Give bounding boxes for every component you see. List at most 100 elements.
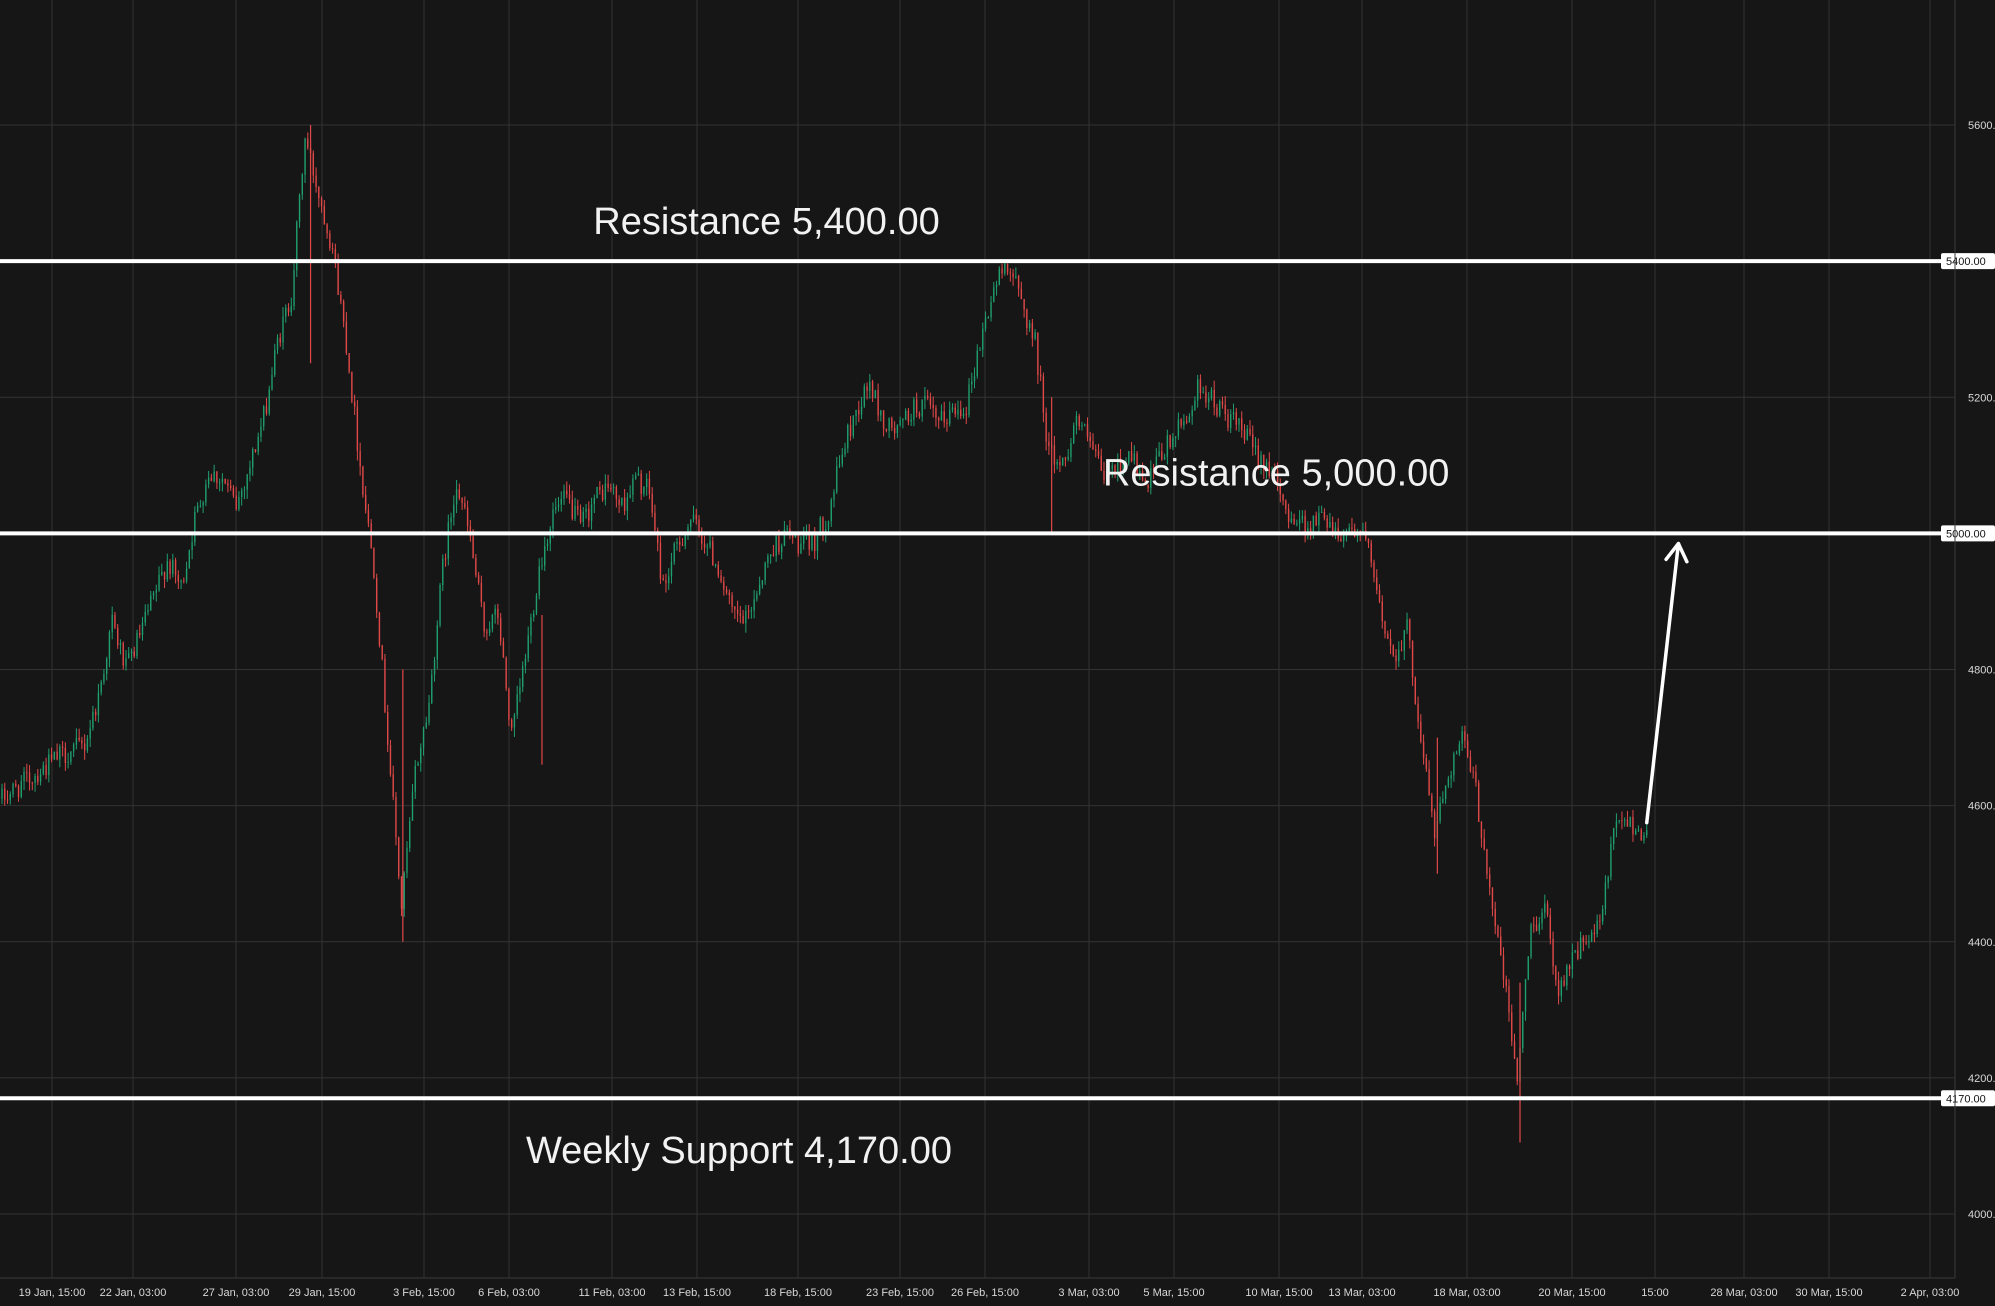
candle <box>1632 809 1634 842</box>
candle <box>221 473 224 492</box>
candle <box>260 417 262 443</box>
candle <box>1180 418 1182 429</box>
candle-body <box>574 505 576 519</box>
candle <box>656 527 659 552</box>
candle-body <box>70 751 72 763</box>
candle <box>1541 908 1543 930</box>
candle-body <box>31 782 34 784</box>
candle <box>1254 437 1257 456</box>
candle-body <box>662 578 664 581</box>
candle <box>477 571 480 585</box>
candle-body <box>1067 456 1069 460</box>
candle-body <box>637 473 640 476</box>
candle <box>111 606 113 640</box>
candle-body <box>1265 461 1268 471</box>
candle-body <box>899 419 901 426</box>
candle-body <box>1621 820 1623 822</box>
candle-body <box>626 497 629 511</box>
x-tick-label: 23 Feb, 15:00 <box>866 1287 934 1299</box>
candle-body <box>139 632 141 636</box>
candle <box>323 199 326 225</box>
candle <box>1139 464 1141 480</box>
candle <box>907 408 910 426</box>
candle-body <box>1194 400 1196 410</box>
candle-body <box>1522 1011 1524 1048</box>
candle-body <box>1279 483 1282 495</box>
candle <box>442 554 444 592</box>
candle-body <box>957 409 959 415</box>
candle <box>582 507 585 527</box>
candle-body <box>712 541 714 565</box>
candle-body <box>756 594 758 600</box>
candle-body <box>414 765 416 792</box>
candle <box>951 403 954 413</box>
candle <box>265 397 268 416</box>
candle <box>1274 463 1276 473</box>
candle-body <box>607 483 609 488</box>
candle <box>615 484 618 508</box>
candle <box>1577 941 1579 961</box>
candle-body <box>1056 462 1058 465</box>
candle-body <box>615 487 618 500</box>
candle-body <box>67 762 69 764</box>
candle-body <box>108 632 111 659</box>
candle-body <box>1210 389 1213 399</box>
candle <box>455 480 458 514</box>
candle <box>235 486 237 511</box>
candle <box>356 400 359 461</box>
candle <box>1296 519 1298 527</box>
candle-body <box>1472 771 1474 773</box>
candle-body <box>1483 838 1485 850</box>
candle-body <box>301 174 303 195</box>
candle-body <box>819 517 821 535</box>
candle-body <box>453 504 455 518</box>
candle <box>1089 431 1091 448</box>
candle-body <box>1326 518 1328 528</box>
candle <box>329 230 331 251</box>
candle <box>665 573 667 593</box>
candle-body <box>687 526 689 535</box>
candle <box>1599 914 1601 930</box>
candle-body <box>1334 527 1337 532</box>
candle <box>207 470 210 489</box>
candle <box>89 719 91 747</box>
candle-body <box>1169 435 1171 448</box>
candle-body <box>1296 523 1298 525</box>
candle-body <box>147 610 149 612</box>
candle-body <box>1260 454 1262 466</box>
candle-body <box>1450 775 1452 779</box>
candle-body <box>1232 412 1235 415</box>
candle-body <box>830 499 832 522</box>
candle <box>1640 827 1642 841</box>
candle-body <box>530 617 532 636</box>
candle <box>1210 387 1213 401</box>
candle <box>359 442 361 476</box>
candle <box>50 747 53 763</box>
candle <box>1205 385 1207 408</box>
candle-body <box>141 622 144 636</box>
candle-body <box>951 407 954 410</box>
candle <box>1282 493 1284 506</box>
candle <box>1502 947 1505 988</box>
candle <box>331 242 334 254</box>
candle-body <box>1585 942 1587 944</box>
candle <box>271 367 273 391</box>
candle <box>516 685 518 719</box>
candle-body <box>1590 932 1593 942</box>
candle <box>789 520 791 540</box>
candle-body <box>1276 471 1279 484</box>
candle-body <box>1546 903 1549 915</box>
candle <box>946 418 948 432</box>
candle-body <box>645 478 648 488</box>
candle-body <box>786 528 788 530</box>
candle <box>59 744 61 768</box>
candle-body <box>1623 819 1626 821</box>
candle <box>409 817 411 853</box>
candle-body <box>1422 741 1425 758</box>
candle-body <box>502 641 505 658</box>
candle-body <box>836 466 838 492</box>
candle <box>1238 417 1240 432</box>
candle <box>723 576 725 596</box>
candle <box>676 537 678 551</box>
candle <box>312 150 315 184</box>
